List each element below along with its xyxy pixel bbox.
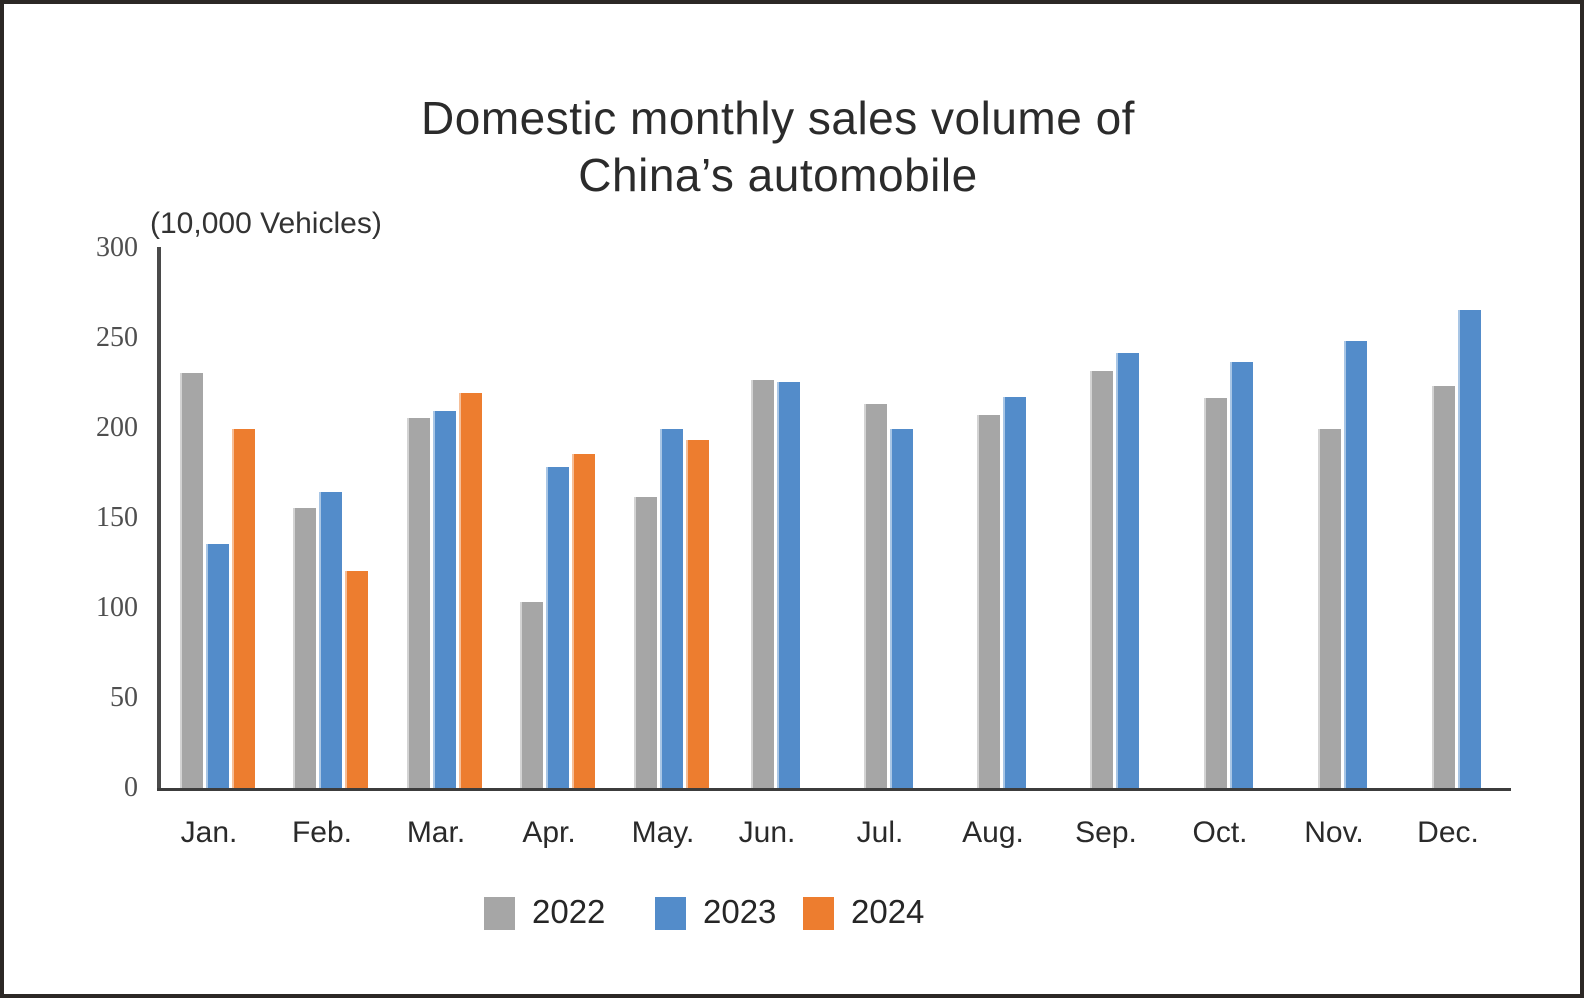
y-axis-tick-200: 200 [96,412,138,443]
x-axis-label-jul: Jul. [856,816,904,849]
bar-2024-mar [458,393,482,789]
bar-2022-oct [1203,398,1227,789]
x-axis-label-dec: Dec. [1417,816,1479,849]
bar-2022-nov [1317,429,1341,789]
bar-2022-jun [750,380,774,789]
bar-2022-may [633,497,657,789]
y-axis-tick-300: 300 [96,232,138,263]
x-axis-label-apr: Apr. [522,816,576,849]
bar-2023-jul [889,429,913,789]
y-axis-unit-label: (10,000 Vehicles) [150,207,382,240]
chart-title-line-1: Domestic monthly sales volume of [421,92,1135,144]
y-axis-tick-50: 50 [110,682,138,713]
x-axis-label-may: May. [631,816,695,849]
x-axis-label-aug: Aug. [962,816,1024,849]
bar-2022-dec [1431,386,1455,789]
legend-swatch-2023 [655,897,686,930]
bar-2022-sep [1089,371,1113,789]
x-axis-label-nov: Nov. [1304,816,1364,849]
bar-2022-jan [179,373,203,789]
bar-2022-mar [406,418,430,789]
y-axis-tick-150: 150 [96,502,138,533]
bar-2023-dec [1457,310,1481,789]
bar-2024-may [685,440,709,789]
bar-2023-sep [1115,353,1139,789]
bar-2023-may [659,429,683,789]
x-axis-label-feb: Feb. [291,816,353,849]
legend-label-2023: 2023 [703,893,777,930]
bar-2024-feb [344,571,368,789]
bar-2022-jul [863,404,887,789]
bar-2024-apr [571,454,595,789]
y-axis-tick-100: 100 [96,592,138,623]
bar-2023-jan [205,544,229,789]
bar-2022-apr [519,602,543,789]
bar-2024-jan [231,429,255,789]
x-axis-label-sep: Sep. [1075,816,1137,849]
bar-2023-aug [1002,397,1026,789]
bar-2022-feb [292,508,316,789]
legend-label-2022: 2022 [532,893,606,930]
y-axis-tick-0: 0 [124,772,138,803]
x-axis-label-mar: Mar. [406,816,466,849]
x-axis-line [157,788,1511,791]
y-axis-line [157,247,161,791]
y-axis-tick-250: 250 [96,322,138,353]
legend-swatch-2024 [803,897,834,930]
bar-2023-jun [776,382,800,789]
bar-2022-aug [976,415,1000,789]
bar-2023-feb [318,492,342,789]
bar-2023-apr [545,467,569,789]
x-axis-label-oct: Oct. [1192,816,1248,849]
bar-2023-nov [1343,341,1367,789]
chart-title: Domestic monthly sales volume of China’s… [4,90,1566,204]
chart-title-line-2: China’s automobile [578,149,978,201]
legend-swatch-2022 [484,897,515,930]
bar-2023-oct [1229,362,1253,789]
x-axis-label-jan: Jan. [180,816,238,849]
bar-2023-mar [432,411,456,789]
x-axis-label-jun: Jun. [738,816,796,849]
legend-label-2024: 2024 [851,893,925,930]
